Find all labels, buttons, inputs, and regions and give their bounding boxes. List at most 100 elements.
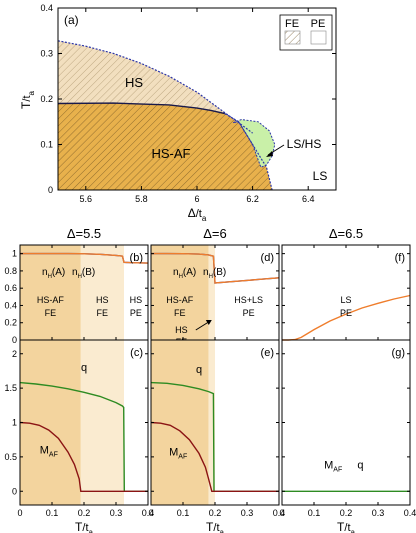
xtick-label-a: 6.2 — [246, 194, 259, 204]
axes-frame-g — [281, 339, 411, 506]
xtick-label-c: 0 — [17, 508, 22, 518]
xtick-label-g: 0.4 — [404, 508, 416, 518]
phase-label-d-2: HS+LS — [234, 295, 263, 305]
xtick-label-a: 6 — [194, 194, 199, 204]
series-label-maf-c: MAF — [40, 444, 58, 458]
hatch-hs-af — [58, 103, 273, 190]
legend-swatch-pe — [310, 30, 327, 45]
ytick-label-b: 0.2 — [4, 318, 17, 328]
xtick-label-g: 0.1 — [308, 508, 321, 518]
xtick-label-c: 0.2 — [78, 508, 91, 518]
ytick-label-b: 0.4 — [4, 300, 17, 310]
phase-label2-d-2: PE — [243, 308, 255, 318]
phase-label-d-0: HS-AF — [166, 295, 194, 305]
series-label-q-c: q — [81, 362, 87, 374]
ytick-label-b: 0 — [12, 335, 17, 345]
phase-label-b-0: HS-AF — [37, 295, 65, 305]
phase-bg-d-2 — [215, 245, 279, 340]
region-label-hs-af: HS-AF — [152, 146, 191, 161]
legend-label-pe: PE — [311, 18, 326, 30]
panel-label-b: (b) — [130, 252, 143, 264]
panel-b-series-1 — [20, 252, 149, 264]
phase-bg-d-1 — [208, 245, 215, 340]
region-label-ls-hs: LS/HS — [287, 137, 322, 151]
xtick-label-a: 5.6 — [80, 194, 93, 204]
x-label-text-g: T/ta — [337, 520, 355, 533]
panel-e-series-1 — [150, 421, 279, 492]
ytick-label-a: 0.4 — [40, 3, 53, 13]
phase-bg-b-0 — [20, 245, 81, 340]
ytick-label-b: 0.6 — [4, 283, 17, 293]
x-label-c: T/ta — [75, 520, 93, 533]
phase-bg-e-1 — [208, 340, 215, 505]
series-label-maf-g: MAF — [324, 460, 342, 474]
xtick-label-g: 0.2 — [340, 508, 353, 518]
legend-text-b-0: nH(A) — [42, 267, 65, 280]
ytick-label-a: 0 — [48, 185, 53, 195]
series-label-q-e: q — [196, 364, 202, 376]
region-label-ls: LS — [313, 169, 328, 183]
phase-bg-c-1 — [80, 340, 124, 505]
x-label-text-e: T/ta — [206, 520, 224, 533]
phase-bg-b-2 — [124, 245, 148, 340]
xtick-label-c: 0.1 — [46, 508, 59, 518]
xtick-label-e: 0.2 — [209, 508, 222, 518]
panel-c-series-1 — [19, 421, 148, 492]
boundary-hs-af — [58, 102, 225, 115]
legend-text-d-1: nH(B) — [203, 267, 226, 280]
arrow-head-hs-fe — [205, 320, 212, 325]
panel-label-f: (f) — [395, 252, 405, 264]
legend-swatch-fe — [284, 30, 301, 45]
panel-label-c: (c) — [130, 347, 143, 359]
xtick-label-g: 0.3 — [372, 508, 385, 518]
panel-label-e: (e) — [261, 347, 274, 359]
panel-label-a: (a) — [64, 13, 79, 27]
column-title-f: Δ=6.5 — [329, 226, 363, 241]
phase-label-d-1: HS — [175, 325, 188, 335]
phase-label-b-1: HS — [96, 295, 109, 305]
x-label-text: Δ/ta — [188, 206, 207, 223]
hatch-hs — [58, 40, 253, 134]
ytick-label-b: 1 — [12, 249, 17, 259]
phase-label2-b-1: FE — [96, 308, 108, 318]
xtick-label-a: 6.4 — [302, 194, 315, 204]
arrow-head-ls-hs — [266, 151, 273, 157]
xtick-label-e: 0.4 — [273, 508, 286, 518]
xtick-label-c: 0.4 — [142, 508, 155, 518]
panel-d-series-1 — [151, 252, 280, 284]
ytick-label-c: 0 — [12, 486, 17, 496]
phase-bg-f-0 — [282, 245, 410, 340]
phase-label-f-0: LS — [340, 295, 351, 305]
phase-label2-b-0: FE — [45, 308, 57, 318]
phase-label2-f-0: PE — [340, 308, 352, 318]
y-label: T/ta — [19, 90, 36, 108]
x-label: Δ/ta — [188, 206, 207, 223]
ytick-label-a: 0.3 — [40, 49, 53, 59]
legend-text-d-0: nH(A) — [173, 267, 196, 280]
xtick-label-e: 0.1 — [177, 508, 190, 518]
column-title-b: Δ=5.5 — [67, 226, 101, 241]
phase-bg-c-0 — [20, 340, 81, 505]
legend-text-b-1: nH(B) — [72, 267, 95, 280]
xtick-label-a: 5.8 — [135, 194, 148, 204]
xtick-label-g: 0 — [279, 508, 284, 518]
boundary-hs-pe — [58, 40, 253, 134]
phase-label2-b-2: PE — [130, 308, 142, 318]
ytick-label-b: 0.8 — [4, 266, 17, 276]
xtick-label-e: 0.3 — [241, 508, 254, 518]
ytick-label-a: 0.2 — [40, 94, 53, 104]
x-label-text-c: T/ta — [75, 520, 93, 533]
legend-label-fe: FE — [285, 18, 299, 30]
x-label-e: T/ta — [206, 520, 224, 533]
ytick-label-c: 1.5 — [4, 383, 17, 393]
panel-label-d: (d) — [261, 252, 274, 264]
boundary-af-lower — [224, 113, 273, 190]
ytick-label-c: 2 — [12, 349, 17, 359]
xtick-label-e: 0 — [148, 508, 153, 518]
series-label-q-g: q — [357, 460, 363, 472]
ytick-label-c: 1 — [12, 418, 17, 428]
ytick-label-c: 0.5 — [4, 452, 17, 462]
column-title-d: Δ=6 — [203, 226, 227, 241]
y-label-text: T/ta — [19, 90, 36, 108]
